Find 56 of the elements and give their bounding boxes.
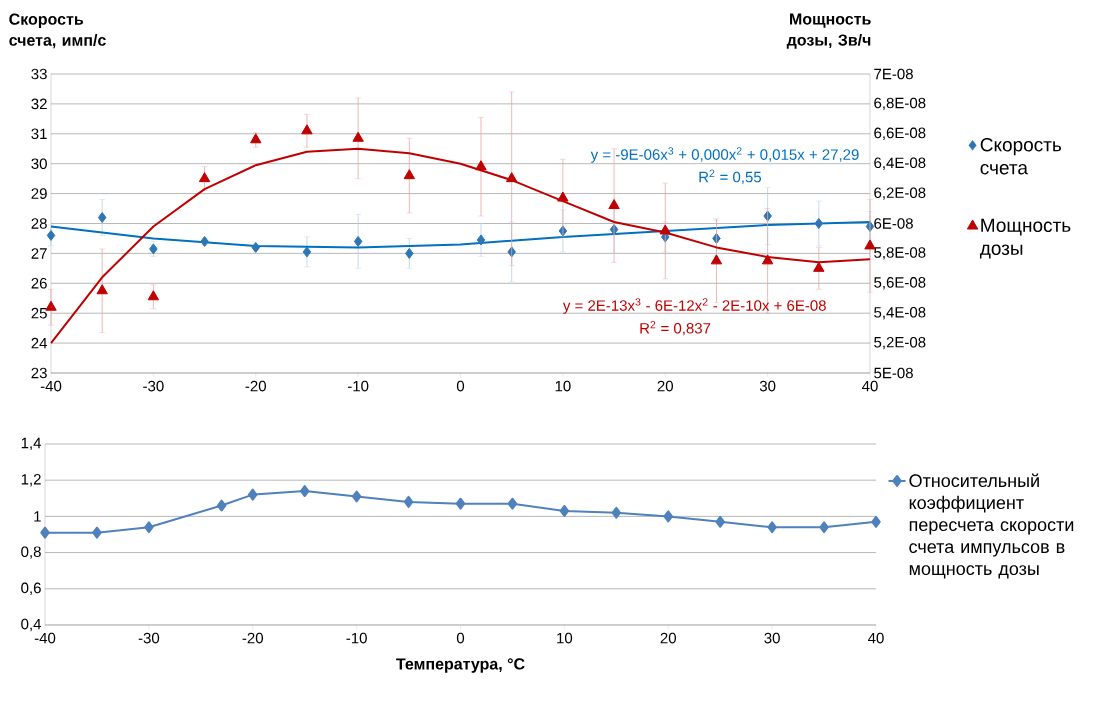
y-tick-label: 26 xyxy=(31,277,47,289)
x-tick-label: 30 xyxy=(764,632,780,644)
x-tick-label: 20 xyxy=(660,632,676,644)
y2-axis-title: Мощность дозы, Зв/ч xyxy=(786,13,871,49)
x-tick-label: -40 xyxy=(34,632,56,644)
y2-tick-label: 6,4E-08 xyxy=(874,157,926,170)
x-tick-label: -40 xyxy=(40,380,62,392)
annotation: R$^{2}$ = 0,55 xyxy=(699,169,762,185)
y-tick-label: 33 xyxy=(31,68,47,80)
x-tick-label: -30 xyxy=(143,380,164,392)
y-tick-label: 25 xyxy=(31,307,47,319)
y-tick-label: 0,6 xyxy=(21,582,41,595)
y-tick-label: 1,2 xyxy=(21,473,41,487)
y-tick-label: 28 xyxy=(31,218,47,229)
x-tick-label: 0 xyxy=(456,380,465,392)
x-tick-label: 40 xyxy=(862,380,878,392)
y-tick-label: 0,4 xyxy=(21,618,42,632)
y-tick-label: 0,8 xyxy=(21,546,41,559)
x-tick-label: -20 xyxy=(242,632,263,644)
y2-tick-label: 6,8E-08 xyxy=(874,97,926,111)
y2-tick-label: 6E-08 xyxy=(874,218,913,229)
y-tick-label: 30 xyxy=(31,158,47,169)
y-axis-title: Скорость счета, имп/с xyxy=(9,13,106,49)
x-tick-label: 10 xyxy=(557,632,573,644)
y-tick-label: 1 xyxy=(34,511,41,522)
x-tick-label: -10 xyxy=(346,632,367,644)
y2-tick-label: 7E-08 xyxy=(874,68,913,80)
x-tick-label: 30 xyxy=(759,380,776,392)
x-tick-label: 10 xyxy=(555,380,571,392)
annotation: y = 2E-13x$^{3}$ - 6E-12x$^{2}$ - 2E-10x + 6E-08 xyxy=(562,298,826,314)
y2-tick-label: 5,4E-08 xyxy=(874,306,926,320)
y-tick-label: 29 xyxy=(31,188,47,199)
x-tick-label: 40 xyxy=(868,632,884,644)
y2-tick-label: 5,6E-08 xyxy=(874,277,926,290)
y2-tick-label: 5,8E-08 xyxy=(874,247,926,260)
x-tick-label: -20 xyxy=(245,380,266,392)
legend-label: Мощность дозы xyxy=(979,218,1071,259)
annotation: y = -9E-06x$^{3}$ + 0,000x$^{2}$ + 0,015x + 27,29 xyxy=(590,147,859,163)
y-tick-label: 1,4 xyxy=(21,437,42,451)
y-tick-label: 31 xyxy=(31,128,47,140)
y-tick-label: 24 xyxy=(31,337,48,349)
x-tick-label: 20 xyxy=(657,380,673,392)
y-tick-label: 32 xyxy=(31,98,47,110)
y2-tick-label: 6,2E-08 xyxy=(874,187,926,200)
x-tick-label: 0 xyxy=(456,632,465,644)
annotation: R$^{2}$ = 0,837 xyxy=(640,320,711,336)
legend-label: Скорость счета xyxy=(980,137,1062,175)
x-axis-title: Температура, °C xyxy=(396,658,525,673)
legend-label: Относительный коэффициент пересчета скорости счета импульсов в мощность дозы xyxy=(909,473,1074,579)
x-tick-label: -10 xyxy=(347,380,369,392)
y2-tick-label: 5,2E-08 xyxy=(874,336,926,350)
y-tick-label: 27 xyxy=(31,248,47,259)
x-tick-label: -30 xyxy=(138,632,160,644)
y2-tick-label: 5E-08 xyxy=(874,367,913,379)
y2-tick-label: 6,6E-08 xyxy=(874,127,926,140)
y-tick-label: 23 xyxy=(31,367,47,379)
